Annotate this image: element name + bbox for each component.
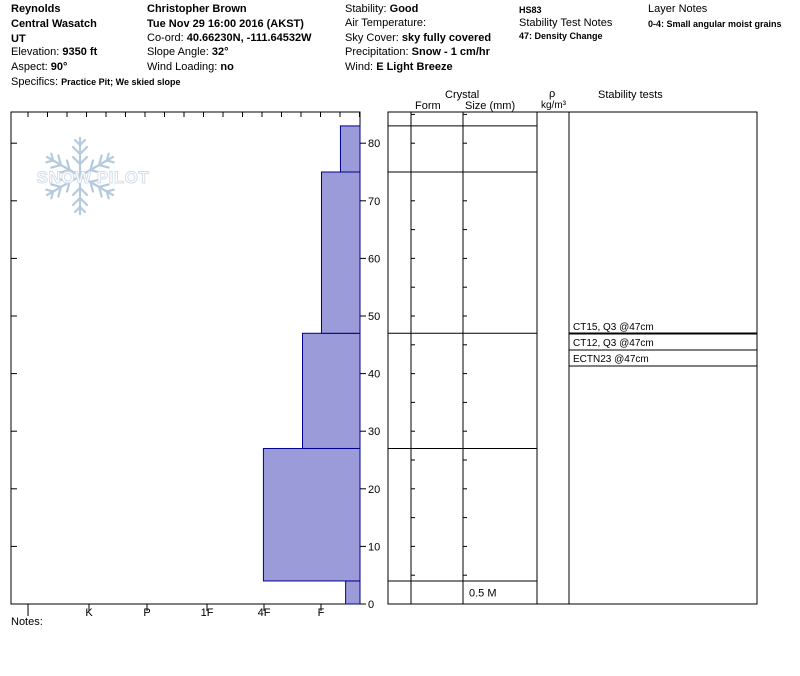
stability-label: Stability:	[345, 3, 387, 15]
size-header: Size (mm)	[465, 100, 516, 112]
elevation: Elevation: 9350 ft	[11, 46, 97, 59]
specifics-label: Specifics:	[11, 76, 59, 88]
x-tick-label: F	[318, 607, 325, 619]
stability: Stability: Good	[345, 3, 418, 16]
density-unit: kg/m³	[541, 100, 566, 111]
y-tick-label: 50	[368, 311, 380, 323]
wind-loading: Wind Loading: no	[147, 61, 234, 74]
x-tick-label: K	[85, 607, 93, 619]
y-tick-label: 30	[368, 426, 380, 438]
wind-loading-value: no	[220, 61, 234, 73]
y-tick-label: 60	[368, 253, 380, 265]
aspect-value: 90°	[50, 61, 68, 73]
sky-cover-label: Sky Cover:	[345, 32, 399, 44]
observer-name: Christopher Brown	[147, 3, 247, 15]
y-tick-label: 80	[368, 138, 380, 150]
layer-table-frame	[387, 111, 758, 605]
specifics-value: Practice Pit; We skied slope	[61, 77, 181, 87]
elevation-value: 9350 ft	[62, 46, 98, 58]
air-temperature-label: Air Temperature:	[345, 17, 427, 29]
hardness-bar	[345, 580, 361, 605]
observation-datetime: Tue Nov 29 16:00 2016 (AKST)	[147, 18, 304, 30]
hardness-bar	[302, 332, 361, 449]
aspect: Aspect: 90°	[11, 61, 67, 74]
hardness-bar	[320, 171, 361, 334]
crystal-size-value: 0.5 M	[469, 587, 497, 599]
stability-test-result: CT12, Q3 @47cm	[573, 338, 654, 349]
snowpilot-watermark: SNOW PILOT	[36, 136, 150, 216]
stability-test-notes-label: Stability Test Notes	[519, 17, 613, 29]
y-tick-label: 0	[368, 599, 374, 611]
sky-cover-value: sky fully covered	[401, 32, 492, 44]
watermark-text: SNOW PILOT	[37, 168, 150, 187]
y-tick-label: 10	[368, 541, 380, 553]
layer-notes-label: Layer Notes	[648, 3, 708, 15]
hardness-bar	[262, 447, 361, 582]
location-area: Central Wasatch	[11, 18, 97, 30]
stability-value: Good	[389, 3, 419, 15]
snow-height: HS83	[519, 5, 542, 15]
crystal-header: Crystal	[445, 89, 480, 101]
x-tick-label: I	[26, 607, 29, 619]
x-tick-label: 4F	[258, 607, 271, 619]
snowflake-icon	[42, 136, 118, 216]
location-state: UT	[11, 33, 26, 45]
notes-label: Notes:	[11, 616, 43, 628]
aspect-label: Aspect:	[11, 61, 48, 73]
stability-test-result: ECTN23 @47cm	[573, 354, 649, 365]
x-tick-label: P	[143, 607, 150, 619]
specifics: Specifics: Practice Pit; We skied slope	[11, 76, 181, 89]
form-header: Form	[415, 100, 441, 112]
y-tick-label: 20	[368, 484, 380, 496]
coord-label: Co-ord:	[147, 32, 184, 44]
precipitation-label: Precipitation:	[345, 46, 409, 58]
wind-value: E Light Breeze	[376, 61, 453, 73]
stability-tests-header: Stability tests	[598, 89, 663, 101]
stability-test-note: 47: Density Change	[519, 31, 603, 41]
wind-loading-label: Wind Loading:	[147, 61, 218, 73]
hardness-bar	[339, 125, 361, 173]
coordinates: Co-ord: 40.66230N, -111.64532W	[147, 32, 312, 45]
layer-note: 0-4: Small angular moist grains	[648, 19, 782, 29]
location-range: Reynolds	[11, 3, 61, 15]
slope-angle: Slope Angle: 32°	[147, 46, 228, 59]
elevation-label: Elevation:	[11, 46, 60, 58]
y-tick-label: 40	[368, 369, 380, 381]
x-tick-label: 1F	[201, 607, 214, 619]
density-symbol: ρ	[549, 88, 556, 100]
coord-value: 40.66230N, -111.64532W	[186, 32, 312, 44]
y-tick-label: 70	[368, 196, 380, 208]
slope-angle-value: 32°	[211, 46, 229, 58]
precipitation: Precipitation: Snow - 1 cm/hr	[345, 46, 490, 59]
wind: Wind: E Light Breeze	[345, 61, 453, 74]
slope-angle-label: Slope Angle:	[147, 46, 209, 58]
stability-test-result: CT15, Q3 @47cm	[573, 322, 654, 333]
wind-label: Wind:	[345, 61, 374, 73]
precipitation-value: Snow - 1 cm/hr	[411, 46, 490, 58]
sky-cover: Sky Cover: sky fully covered	[345, 32, 491, 45]
